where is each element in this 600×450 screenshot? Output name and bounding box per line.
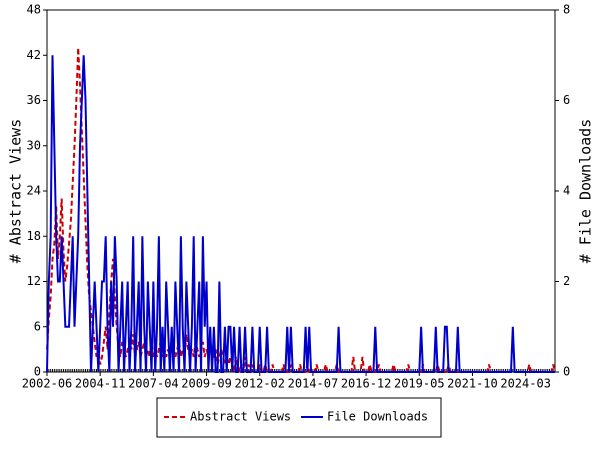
y2-tick-label: 2	[563, 274, 570, 288]
y-tick-label: 36	[27, 93, 41, 107]
y2-axis-title: # File Downloads	[577, 119, 595, 264]
y-axis-title: # Abstract Views	[7, 119, 25, 264]
y2-tick-label: 6	[563, 93, 570, 107]
legend-label: File Downloads	[327, 410, 428, 424]
x-tick-label: 2019-05	[394, 377, 445, 391]
x-tick-label: 2012-02	[234, 377, 285, 391]
x-tick-label: 2014-07	[288, 377, 339, 391]
y-tick-label: 24	[27, 184, 41, 198]
y-tick-label: 6	[34, 319, 41, 333]
legend-box	[156, 397, 442, 438]
y2-tick-label: 4	[563, 184, 570, 198]
y2-tick-label: 8	[563, 3, 570, 17]
x-tick-label: 2002-06	[22, 377, 73, 391]
series-line	[46, 55, 555, 373]
x-tick-label: 2007-04	[128, 377, 179, 391]
y-tick-label: 12	[27, 274, 41, 288]
x-tick-label: 2004-11	[75, 377, 126, 391]
legend-label: Abstract Views	[190, 410, 291, 424]
y-tick-label: 30	[27, 138, 41, 152]
x-tick-label: 2021-10	[447, 377, 498, 391]
y-tick-label: 18	[27, 229, 41, 243]
x-tick-label: 2009-09	[181, 377, 232, 391]
x-tick-label: 2016-12	[341, 377, 392, 391]
y2-tick-label: 0	[563, 365, 570, 379]
y-tick-label: 0	[34, 365, 41, 379]
y-tick-label: 42	[27, 48, 41, 62]
y-tick-label: 48	[27, 3, 41, 17]
x-tick-label: 2024-03	[500, 377, 551, 391]
